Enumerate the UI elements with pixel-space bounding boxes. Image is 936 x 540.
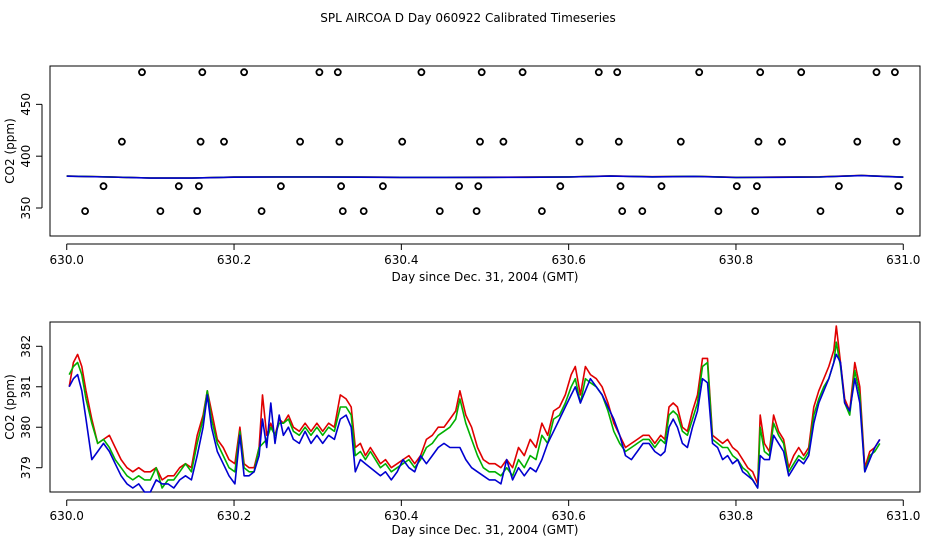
scatter-point bbox=[156, 207, 165, 216]
scatter-point bbox=[594, 68, 603, 77]
scatter-point bbox=[435, 207, 444, 216]
scatter-point bbox=[335, 137, 344, 146]
top-scatter-points bbox=[81, 68, 904, 216]
scatter-point bbox=[657, 182, 666, 191]
scatter-point bbox=[338, 207, 347, 216]
y-tick-label: 350 bbox=[19, 197, 33, 220]
series-line bbox=[68, 341, 881, 489]
scatter-point bbox=[194, 182, 203, 191]
scatter-point bbox=[174, 182, 183, 191]
top-series-lines bbox=[66, 174, 904, 179]
series-line bbox=[68, 353, 881, 493]
x-tick-label: 630.6 bbox=[551, 253, 585, 267]
scatter-point bbox=[315, 68, 324, 77]
scatter-point bbox=[894, 182, 903, 191]
bottom-plot-frame bbox=[49, 321, 921, 493]
y-tick-label: 380 bbox=[19, 416, 33, 439]
scatter-point bbox=[575, 137, 584, 146]
series-line bbox=[66, 174, 904, 179]
bottom-y-axis-label: CO2 (ppm) bbox=[3, 374, 17, 440]
scatter-point bbox=[638, 207, 647, 216]
scatter-point bbox=[240, 68, 249, 77]
scatter-point bbox=[118, 137, 126, 146]
bottom-series-lines bbox=[68, 325, 881, 493]
scatter-point bbox=[518, 68, 527, 77]
scatter-point bbox=[196, 137, 205, 146]
y-tick-label: 400 bbox=[19, 145, 33, 168]
scatter-point bbox=[753, 182, 761, 191]
scatter-point bbox=[714, 207, 723, 216]
scatter-point bbox=[455, 182, 464, 191]
scatter-point bbox=[695, 68, 704, 77]
y-tick-label: 450 bbox=[19, 93, 33, 116]
x-tick-label: 630.0 bbox=[50, 509, 84, 523]
x-tick-label: 630.0 bbox=[50, 253, 84, 267]
scatter-point bbox=[754, 137, 763, 146]
scatter-point bbox=[378, 182, 387, 191]
scatter-point bbox=[417, 68, 426, 77]
y-tick-label: 382 bbox=[19, 335, 33, 358]
scatter-point bbox=[476, 137, 484, 146]
top-y-axis-label: CO2 (ppm) bbox=[3, 118, 17, 184]
y-tick-label: 381 bbox=[19, 375, 33, 398]
bottom-x-axis-label: Day since Dec. 31, 2004 (GMT) bbox=[392, 523, 579, 537]
top-x-axis-label: Day since Dec. 31, 2004 (GMT) bbox=[392, 270, 579, 284]
scatter-point bbox=[778, 137, 786, 146]
scatter-point bbox=[891, 68, 899, 77]
x-tick-label: 630.2 bbox=[217, 509, 251, 523]
x-tick-label: 631.0 bbox=[886, 509, 920, 523]
scatter-point bbox=[676, 137, 685, 146]
scatter-point bbox=[892, 137, 901, 146]
scatter-point bbox=[816, 207, 825, 216]
scatter-point bbox=[616, 182, 625, 191]
scatter-point bbox=[872, 68, 881, 77]
y-tick-label: 379 bbox=[19, 456, 33, 479]
top-panel: 630.0 630.2 630.4 630.6 630.8 631.0 350 400 450… bbox=[3, 65, 921, 284]
scatter-point bbox=[613, 68, 622, 77]
scatter-point bbox=[198, 68, 207, 77]
scatter-point bbox=[751, 207, 760, 216]
bottom-y-axis: 379 380 381 382 bbox=[19, 335, 43, 479]
scatter-point bbox=[732, 182, 741, 191]
x-tick-label: 630.4 bbox=[384, 253, 418, 267]
scatter-point bbox=[797, 68, 806, 77]
x-tick-label: 631.0 bbox=[886, 253, 920, 267]
scatter-point bbox=[538, 207, 546, 216]
scatter-point bbox=[193, 207, 202, 216]
scatter-point bbox=[257, 207, 266, 216]
scatter-point bbox=[472, 207, 481, 216]
scatter-point bbox=[337, 182, 346, 191]
scatter-point bbox=[556, 182, 565, 191]
scatter-point bbox=[853, 137, 862, 146]
scatter-point bbox=[835, 182, 843, 191]
scatter-point bbox=[99, 182, 108, 191]
scatter-point bbox=[81, 207, 89, 216]
scatter-point bbox=[618, 207, 627, 216]
figure-title: SPL AIRCOA D Day 060922 Calibrated Times… bbox=[320, 11, 615, 25]
scatter-point bbox=[333, 68, 342, 77]
scatter-point bbox=[477, 68, 486, 77]
scatter-point bbox=[359, 207, 368, 216]
scatter-point bbox=[398, 137, 407, 146]
x-tick-label: 630.8 bbox=[719, 253, 753, 267]
scatter-point bbox=[614, 137, 623, 146]
top-y-axis: 350 400 450 bbox=[19, 93, 43, 220]
scatter-point bbox=[756, 68, 765, 77]
x-tick-label: 630.4 bbox=[384, 509, 418, 523]
scatter-point bbox=[296, 137, 305, 146]
scatter-point bbox=[896, 207, 904, 216]
scatter-point bbox=[276, 182, 285, 191]
x-tick-label: 630.2 bbox=[217, 253, 251, 267]
scatter-point bbox=[474, 182, 483, 191]
scatter-point bbox=[220, 137, 228, 146]
bottom-x-axis: 630.0 630.2 630.4 630.6 630.8 631.0 bbox=[50, 499, 920, 523]
scatter-point bbox=[138, 68, 146, 77]
scatter-point bbox=[499, 137, 508, 146]
top-plot-frame bbox=[49, 65, 921, 237]
top-x-axis: 630.0 630.2 630.4 630.6 630.8 631.0 bbox=[50, 243, 920, 267]
x-tick-label: 630.8 bbox=[719, 509, 753, 523]
x-tick-label: 630.6 bbox=[551, 509, 585, 523]
bottom-panel: 630.0 630.2 630.4 630.6 630.8 631.0 379 380 381… bbox=[3, 321, 921, 537]
